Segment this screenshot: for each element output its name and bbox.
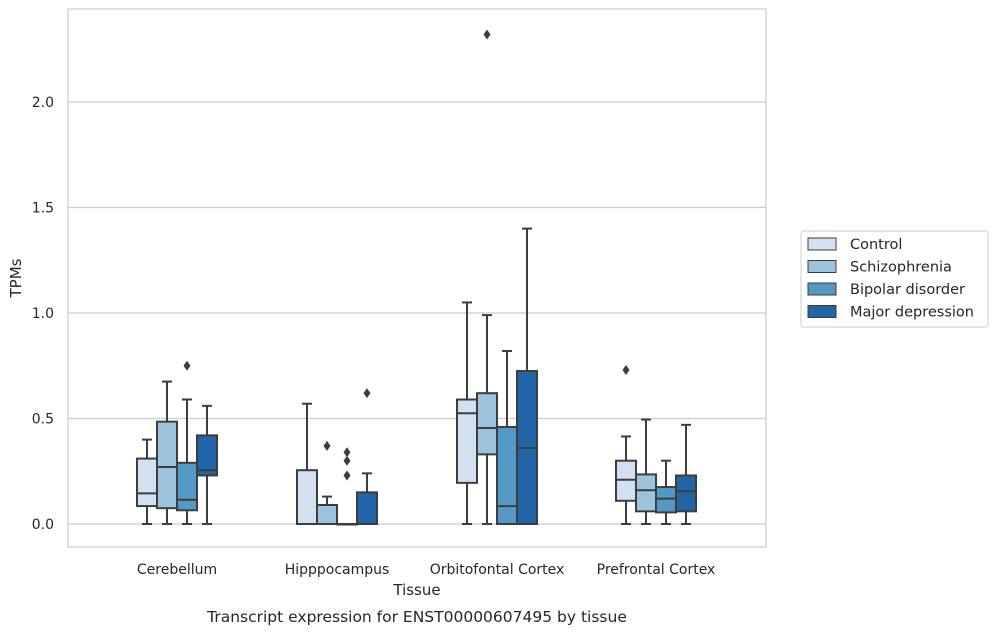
flier-point	[323, 440, 331, 451]
flier-point	[183, 360, 191, 371]
box-bipolar-disorder	[336, 447, 358, 526]
legend: Control Schizophrenia Bipolar disorder Majo…	[800, 230, 989, 328]
flier-point	[622, 364, 630, 375]
box-body	[176, 461, 198, 512]
x-tick-label: Hipppocampus	[285, 562, 390, 578]
legend-item: Schizophrenia	[807, 260, 952, 276]
box-bipolar-disorder	[176, 360, 198, 525]
legend-swatch	[807, 305, 837, 318]
box-body	[296, 469, 318, 526]
box-bipolar-disorder	[496, 349, 518, 525]
y-tick-labels: 0.0 0.5 1.0 1.5 2.0	[32, 95, 54, 533]
box-major-depression	[196, 404, 218, 525]
flier-point	[483, 29, 491, 40]
box-body	[476, 392, 498, 456]
plot-frame	[67, 8, 767, 548]
box-body	[196, 434, 218, 477]
legend-label: Control	[850, 237, 902, 253]
box-control	[136, 438, 158, 525]
box-control	[296, 402, 318, 526]
y-tick-label: 1.0	[32, 306, 54, 322]
legend-label: Bipolar disorder	[850, 282, 965, 298]
x-tick-label: Prefrontal Cortex	[597, 562, 716, 578]
y-tick-label: 1.5	[32, 201, 54, 217]
box-schizophrenia	[316, 440, 338, 526]
y-tick-label: 0.5	[32, 412, 54, 428]
y-tick-label: 2.0	[32, 95, 54, 111]
box-major-depression	[675, 423, 697, 525]
box-body	[655, 486, 677, 514]
box-body	[456, 398, 478, 484]
flier-point	[343, 447, 351, 458]
flier-point	[363, 388, 371, 399]
x-tick-label: Cerebellum	[137, 562, 217, 578]
box-body	[615, 459, 637, 502]
legend-swatch	[807, 260, 837, 273]
flier-point	[343, 470, 351, 481]
x-tick-label: Orbitofontal Cortex	[430, 562, 565, 578]
legend-item: Major depression	[807, 305, 974, 321]
legend-label: Major depression	[850, 305, 974, 321]
box-major-depression	[516, 227, 538, 525]
y-axis-title: TPMs	[7, 258, 25, 298]
box-schizophrenia	[635, 418, 657, 525]
legend-item: Control	[807, 237, 902, 253]
boxes	[136, 29, 697, 526]
box-control	[615, 364, 637, 525]
box-body	[675, 474, 697, 513]
box-body	[635, 473, 657, 513]
box-body	[136, 457, 158, 508]
box-schizophrenia	[156, 380, 178, 525]
box-body	[156, 420, 178, 510]
flier-point	[343, 455, 351, 466]
x-tick-labels: Cerebellum Hipppocampus Orbitofontal Corte…	[137, 562, 715, 578]
chart-caption: Transcript expression for ENST0000060749…	[206, 608, 627, 626]
box-body	[316, 504, 338, 526]
legend-label: Schizophrenia	[850, 260, 952, 276]
y-tick-label: 0.0	[32, 517, 54, 533]
x-axis-title: Tissue	[392, 581, 440, 599]
legend-item: Bipolar disorder	[807, 282, 965, 298]
legend-swatch	[807, 282, 837, 296]
box-schizophrenia	[476, 29, 498, 525]
box-major-depression	[356, 388, 378, 526]
box-control	[456, 301, 478, 525]
legend-swatch	[807, 237, 837, 251]
box-body	[496, 425, 518, 525]
box-bipolar-disorder	[655, 459, 677, 525]
legend-frame	[800, 230, 989, 328]
box-body	[356, 491, 378, 526]
